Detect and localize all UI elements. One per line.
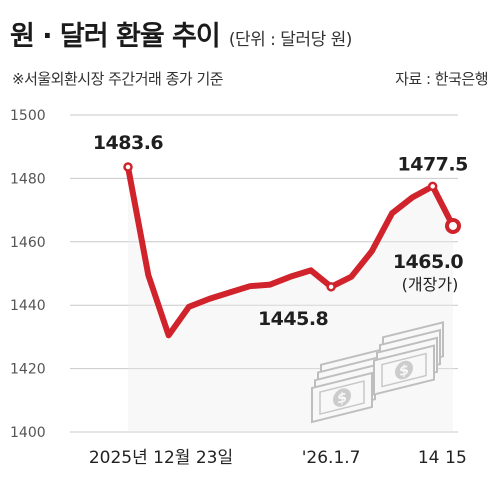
y-tick-label: 1420	[10, 362, 46, 378]
dollar-sign-icon: $	[399, 362, 409, 380]
chart-title: 원 · 달러 환율 추이	[10, 21, 221, 52]
data-label: 1445.8	[258, 308, 329, 330]
source-label: 자료 : 한국은행	[395, 70, 488, 88]
bill-seal	[333, 388, 351, 407]
y-tick-label: 1500	[10, 108, 46, 124]
unit-label: (단위 : 달러당 원)	[228, 30, 353, 50]
y-tick-label: 1400	[10, 425, 46, 441]
data-markers	[123, 162, 461, 292]
title-row: 원 · 달러 환율 추이 (단위 : 달러당 원)	[10, 14, 352, 53]
money-stack-icon: $$	[311, 321, 444, 424]
x-tick-label: '26.1.7	[302, 448, 361, 468]
money-stack-shape: $$	[311, 321, 444, 424]
series-area	[128, 166, 453, 432]
bill-border	[319, 380, 365, 415]
y-axis-ticks: 1400 1420 1440 1460 1480 1500	[10, 108, 46, 441]
x-tick-label: 15	[445, 448, 467, 468]
bill-border	[381, 352, 427, 388]
y-tick-label: 1440	[10, 298, 46, 314]
data-label: 1465.0	[393, 251, 464, 273]
bill-seal	[395, 360, 413, 380]
x-axis-ticks: 2025년 12월 23일 '26.1.7 14 15	[89, 448, 467, 468]
basis-note: ※서울외환시장 주간거래 종가 기준	[12, 70, 224, 88]
data-marker	[427, 181, 438, 192]
series-line	[125, 163, 456, 432]
data-label: 1483.6	[93, 132, 164, 154]
data-marker	[326, 282, 336, 292]
bill-stack-right: $	[373, 321, 444, 396]
data-label: 1477.5	[398, 153, 468, 175]
data-labels: 1483.6 1445.8 1477.5 1465.0 (개장가)	[93, 132, 469, 330]
y-tick-label: 1460	[10, 235, 46, 251]
bill-stack-left: $	[311, 348, 382, 424]
series-polyline	[125, 163, 456, 339]
y-tick-label: 1480	[10, 171, 46, 187]
x-tick-label: 14	[418, 448, 440, 468]
data-label-note: (개장가)	[402, 275, 459, 294]
x-tick-label: 2025년 12월 23일	[89, 448, 233, 468]
data-marker	[445, 217, 461, 234]
data-marker	[123, 162, 133, 172]
dollar-sign-icon: $	[337, 389, 347, 407]
